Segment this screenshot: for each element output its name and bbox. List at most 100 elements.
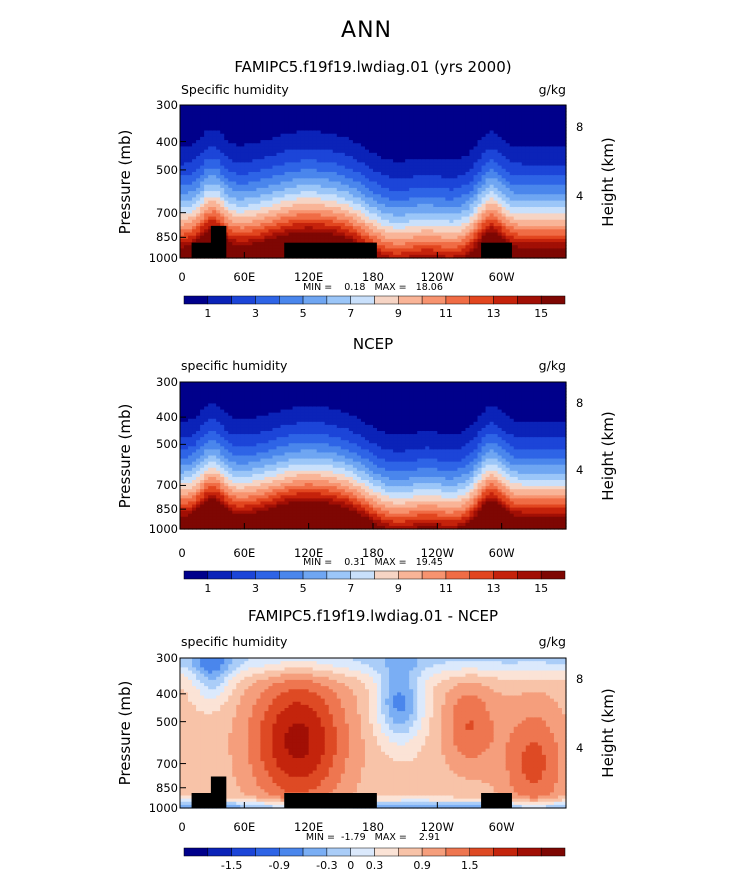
contour-cell	[549, 146, 555, 151]
contour-cell	[368, 130, 374, 135]
contour-cell	[348, 136, 354, 141]
contour-cell	[425, 108, 430, 112]
contour-cell	[204, 120, 209, 125]
contour-cell	[401, 213, 406, 218]
contour-cell	[501, 219, 507, 224]
contour-cell	[240, 232, 245, 237]
contour-cell	[264, 140, 270, 144]
contour-cell	[324, 213, 330, 218]
contour-cell	[192, 216, 197, 221]
contour-cell	[196, 483, 201, 487]
contour-cell	[228, 181, 233, 186]
contour-cell	[284, 130, 290, 135]
contour-cell	[244, 191, 249, 195]
contour-cell	[224, 143, 229, 148]
contour-cell	[405, 105, 410, 109]
contour-cell	[180, 168, 185, 173]
contour-cell	[292, 146, 298, 151]
contour-cell	[513, 143, 519, 148]
contour-cell	[324, 210, 330, 214]
contour-cell	[180, 130, 185, 135]
contour-cell	[188, 175, 193, 179]
contour-cell	[196, 434, 201, 438]
contour-cell	[497, 149, 503, 154]
contour-cell	[409, 108, 414, 112]
contour-cell	[417, 105, 422, 109]
contour-cell	[501, 171, 507, 176]
contour-cell	[284, 146, 290, 151]
contour-cell	[200, 216, 205, 221]
contour-cell	[521, 242, 527, 246]
contour-cell	[501, 187, 507, 192]
contour-cell	[401, 203, 406, 208]
contour-cell	[389, 117, 394, 122]
contour-cell	[377, 168, 382, 173]
contour-cell	[405, 219, 410, 224]
contour-cell	[244, 168, 249, 173]
contour-cell	[421, 187, 426, 192]
contour-cell	[537, 245, 543, 250]
contour-cell	[501, 108, 507, 112]
contour-cell	[332, 229, 338, 234]
contour-cell	[268, 203, 274, 208]
contour-cell	[485, 152, 491, 157]
contour-cell	[212, 120, 217, 125]
contour-cell	[393, 178, 398, 183]
contour-cell	[280, 251, 286, 256]
contour-cell	[192, 406, 197, 411]
contour-cell	[509, 181, 515, 186]
contour-cell	[389, 213, 394, 218]
contour-cell	[192, 127, 197, 132]
contour-cell	[232, 254, 237, 259]
contour-cell	[348, 168, 354, 173]
contour-cell	[188, 251, 193, 256]
contour-cell	[196, 391, 201, 395]
contour-cell	[561, 143, 567, 148]
contour-cell	[413, 181, 418, 186]
contour-cell	[320, 200, 326, 205]
contour-cell	[360, 165, 366, 170]
contour-cell	[425, 245, 430, 250]
contour-cell	[525, 149, 531, 154]
contour-cell	[264, 184, 270, 189]
contour-cell	[433, 238, 438, 243]
contour-cell	[232, 114, 237, 119]
contour-cell	[356, 156, 362, 160]
contour-cell	[280, 143, 286, 148]
contour-cell	[381, 235, 386, 240]
contour-cell	[184, 200, 189, 205]
contour-cell	[377, 232, 382, 237]
contour-cell	[328, 216, 334, 221]
contour-cell	[373, 124, 378, 128]
contour-cell	[377, 187, 382, 192]
contour-cell	[324, 108, 330, 112]
contour-cell	[208, 120, 213, 125]
contour-cell	[553, 159, 559, 163]
contour-cell	[473, 254, 479, 259]
contour-cell	[505, 200, 511, 205]
contour-cell	[236, 175, 241, 179]
contour-cell	[513, 197, 519, 202]
contour-cell	[324, 127, 330, 132]
contour-cell	[292, 203, 298, 208]
contour-cell	[320, 105, 326, 109]
contour-cell	[441, 200, 446, 205]
contour-cell	[545, 124, 551, 128]
contour-cell	[228, 191, 233, 195]
contour-cell	[344, 200, 350, 205]
contour-cell	[549, 149, 555, 154]
contour-cell	[180, 242, 185, 246]
contour-cell	[308, 226, 314, 230]
contour-cell	[517, 178, 523, 183]
contour-cell	[545, 133, 551, 138]
contour-cell	[421, 127, 426, 132]
contour-cell	[264, 117, 270, 122]
longitude-tick-label: 180	[362, 270, 384, 284]
contour-cell	[425, 165, 430, 170]
contour-cell	[204, 476, 209, 481]
contour-cell	[344, 124, 350, 128]
contour-cell	[397, 111, 402, 116]
contour-cell	[457, 235, 463, 240]
contour-cell	[425, 203, 430, 208]
contour-cell	[457, 203, 463, 208]
